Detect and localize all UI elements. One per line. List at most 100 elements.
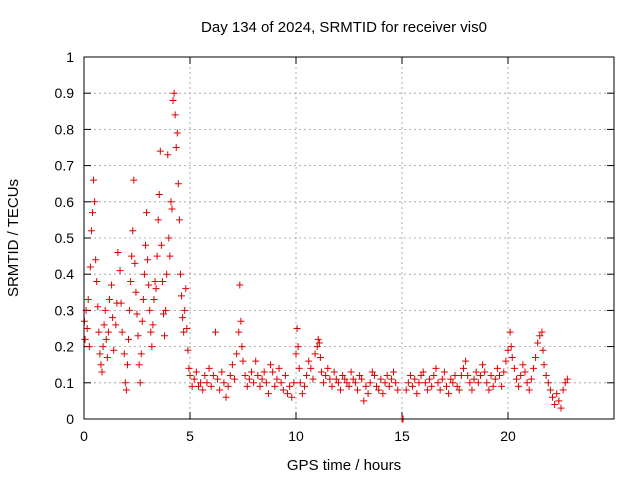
- data-point: [181, 306, 189, 314]
- data-point: [383, 372, 391, 380]
- data-point: [551, 401, 559, 409]
- data-point: [237, 317, 245, 325]
- data-point: [128, 252, 136, 260]
- data-point: [178, 292, 186, 300]
- plot-frame: [83, 56, 615, 420]
- data-point: [523, 379, 531, 387]
- data-point: [131, 259, 139, 267]
- y-tick-label: 0.6: [55, 194, 75, 210]
- data-point: [233, 350, 241, 358]
- data-point: [95, 328, 103, 336]
- data-point: [381, 379, 389, 387]
- data-point: [85, 343, 93, 351]
- data-point: [236, 281, 244, 289]
- data-point: [284, 390, 292, 398]
- data-point: [487, 372, 495, 380]
- data-point: [559, 386, 567, 394]
- data-point: [553, 390, 561, 398]
- data-point: [138, 317, 146, 325]
- data-point: [97, 361, 105, 369]
- data-point: [415, 379, 423, 387]
- data-point: [476, 372, 484, 380]
- data-point: [275, 364, 283, 372]
- data-point: [180, 328, 188, 336]
- data-point: [512, 375, 520, 383]
- grid: [84, 57, 614, 419]
- data-point: [525, 386, 533, 394]
- data-point: [375, 386, 383, 394]
- data-point: [296, 379, 304, 387]
- data-point: [243, 382, 251, 390]
- data-point: [104, 328, 112, 336]
- data-point: [434, 379, 442, 387]
- data-point: [160, 310, 167, 318]
- x-tick-label: 15: [394, 428, 410, 444]
- data-point: [264, 390, 272, 398]
- data-point: [324, 364, 332, 372]
- data-point: [341, 375, 349, 383]
- y-tick-label: 0.1: [55, 375, 75, 391]
- data-point: [455, 386, 463, 394]
- data-point: [114, 248, 122, 256]
- data-point: [135, 361, 143, 369]
- data-point: [322, 372, 330, 380]
- data-point: [506, 328, 514, 336]
- data-point: [179, 314, 187, 322]
- data-point: [286, 382, 294, 390]
- data-point: [207, 382, 215, 390]
- data-point: [99, 343, 107, 351]
- data-point: [100, 321, 108, 329]
- data-point: [449, 379, 457, 387]
- data-point: [364, 390, 372, 398]
- data-point: [112, 321, 120, 329]
- data-points: [80, 89, 571, 423]
- data-point: [98, 368, 106, 376]
- data-point: [360, 397, 368, 405]
- data-point: [228, 361, 236, 369]
- data-point: [158, 277, 166, 285]
- data-point: [436, 386, 444, 394]
- data-point: [445, 390, 453, 398]
- data-point: [438, 375, 446, 383]
- data-point: [313, 343, 321, 351]
- data-point: [362, 382, 370, 390]
- data-point: [81, 335, 89, 343]
- data-point: [214, 375, 222, 383]
- data-point: [238, 343, 246, 351]
- y-tick-label: 0.9: [55, 85, 75, 101]
- data-point: [84, 296, 92, 304]
- data-point: [139, 296, 147, 304]
- y-tick-label: 0.5: [55, 230, 75, 246]
- data-point: [218, 368, 226, 376]
- y-tick-label: 0: [66, 411, 74, 427]
- data-point: [417, 372, 425, 380]
- data-point: [172, 144, 180, 151]
- data-point: [224, 382, 232, 390]
- data-point: [90, 176, 98, 184]
- data-point: [164, 151, 172, 159]
- data-point: [428, 382, 436, 390]
- data-point: [188, 382, 196, 390]
- data-point: [303, 372, 311, 380]
- data-point: [453, 382, 461, 390]
- data-point: [149, 321, 157, 329]
- data-point: [173, 129, 181, 137]
- data-point: [120, 350, 128, 358]
- data-point: [133, 310, 141, 318]
- data-point: [260, 368, 268, 376]
- data-point: [175, 216, 183, 224]
- data-point: [430, 372, 438, 380]
- data-point: [561, 379, 569, 387]
- data-point: [267, 361, 275, 369]
- data-point: [241, 372, 249, 380]
- data-point: [141, 241, 149, 249]
- data-point: [216, 386, 224, 394]
- x-axis-label: GPS time / hours: [287, 457, 401, 474]
- data-point: [130, 176, 138, 184]
- data-point: [426, 375, 434, 383]
- data-point: [155, 191, 163, 199]
- y-tick-label: 0.3: [55, 302, 75, 318]
- x-tick-label: 20: [500, 428, 516, 444]
- data-point: [544, 379, 552, 387]
